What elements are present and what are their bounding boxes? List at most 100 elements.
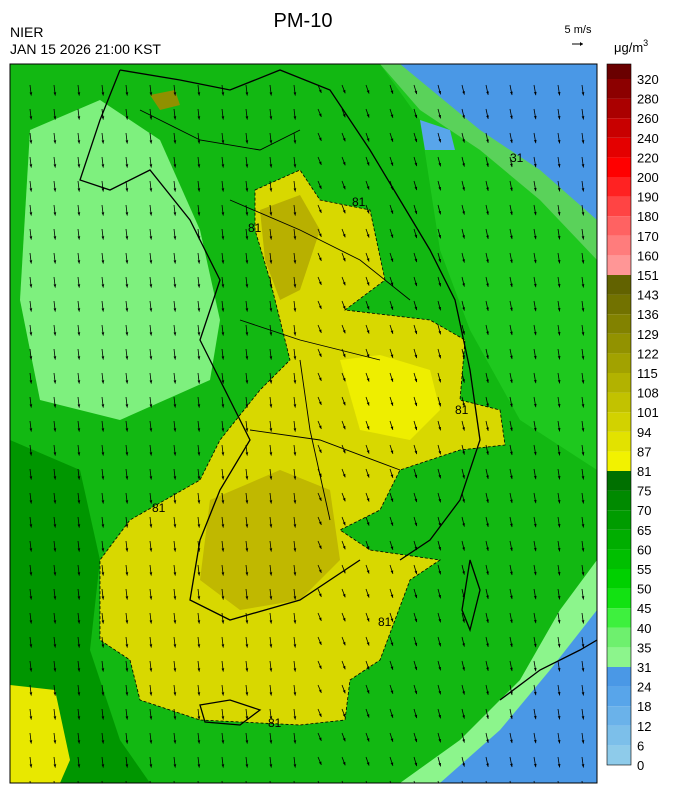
wind-arrowhead bbox=[269, 164, 273, 168]
wind-arrowhead bbox=[486, 475, 489, 479]
colorbar-label: 220 bbox=[637, 150, 659, 165]
wind-arrowhead bbox=[533, 331, 537, 336]
border-5 bbox=[139, 109, 301, 151]
wind-arrowhead bbox=[581, 548, 585, 552]
wind-arrowhead bbox=[197, 188, 201, 192]
wind-arrowhead bbox=[77, 260, 81, 264]
wind-arrowhead bbox=[293, 332, 297, 336]
wind-arrowhead bbox=[245, 548, 249, 552]
wind-arrowhead bbox=[173, 572, 177, 576]
wind-arrowhead bbox=[77, 116, 81, 120]
wind-arrowhead bbox=[245, 236, 249, 240]
wind-arrowhead bbox=[197, 284, 201, 288]
wind-arrowhead bbox=[173, 548, 177, 552]
wind-arrowhead bbox=[390, 594, 394, 598]
provinces bbox=[139, 109, 411, 521]
wind-arrowhead bbox=[486, 355, 489, 359]
wind-arrow bbox=[317, 780, 320, 783]
contour-label: 31 bbox=[510, 151, 524, 165]
wind-arrowhead bbox=[221, 308, 225, 312]
wind-arrowhead bbox=[510, 739, 513, 744]
title: PM-10 bbox=[274, 10, 333, 32]
wind-arrowhead bbox=[293, 164, 297, 168]
wind-arrowhead bbox=[77, 740, 81, 744]
wind-arrowhead bbox=[462, 91, 465, 95]
colorbar-label: 24 bbox=[637, 680, 651, 695]
wind-arrowhead bbox=[173, 476, 177, 480]
wind-arrowhead bbox=[293, 476, 297, 480]
colorbar-label: 31 bbox=[637, 660, 651, 675]
wind-arrowhead bbox=[581, 620, 585, 624]
wind-arrowhead bbox=[533, 499, 537, 504]
wind-arrowhead bbox=[221, 92, 225, 96]
wind-arrowhead bbox=[390, 714, 394, 718]
wind-arrowhead bbox=[53, 332, 57, 336]
wind-arrowhead bbox=[390, 498, 394, 502]
wind-arrowhead bbox=[173, 764, 177, 768]
wind-arrowhead bbox=[318, 569, 322, 574]
wind-arrowhead bbox=[173, 380, 177, 384]
wind-arrowhead bbox=[318, 737, 322, 742]
wind-arrowhead bbox=[269, 476, 273, 480]
wind-arrowhead bbox=[438, 522, 442, 527]
wind-arrowhead bbox=[581, 404, 585, 408]
wind-arrowhead bbox=[366, 594, 370, 598]
wind-arrowhead bbox=[245, 188, 249, 192]
wind-arrowhead bbox=[101, 596, 105, 600]
wind-arrowhead bbox=[318, 257, 322, 262]
wind-arrowhead bbox=[245, 428, 249, 432]
wind-arrowhead bbox=[221, 692, 225, 696]
agency: NIER bbox=[10, 24, 43, 40]
wind-arrowhead bbox=[245, 476, 249, 480]
wind-arrowhead bbox=[390, 234, 394, 238]
wind-arrowhead bbox=[293, 524, 297, 528]
wind-arrowhead bbox=[77, 284, 81, 288]
wind-arrowhead bbox=[318, 713, 322, 718]
wind-arrowhead bbox=[318, 497, 322, 502]
wind-arrowhead bbox=[533, 547, 537, 552]
wind-arrowhead bbox=[438, 306, 442, 311]
wind-arrowhead bbox=[149, 524, 153, 528]
wind-arrowhead bbox=[293, 140, 297, 144]
colorbar-label: 320 bbox=[637, 72, 659, 87]
wind-arrowhead bbox=[149, 212, 153, 216]
wind-arrowhead bbox=[438, 450, 442, 455]
wind-arrowhead bbox=[390, 354, 394, 358]
wind-arrowhead bbox=[149, 548, 153, 552]
wind-arrowhead bbox=[510, 595, 513, 600]
wind-arrowhead bbox=[366, 378, 370, 382]
wind-arrowhead bbox=[101, 260, 105, 264]
unit: μg/m bbox=[614, 40, 643, 55]
wind-arrowhead bbox=[29, 212, 33, 216]
contour-label: 81 bbox=[152, 501, 166, 515]
wind-arrowhead bbox=[533, 523, 537, 528]
wind-arrowhead bbox=[462, 787, 465, 790]
wind-arrowhead bbox=[581, 116, 585, 120]
wind-arrowhead bbox=[390, 258, 394, 262]
colorbar-label: 60 bbox=[637, 542, 651, 557]
wind-arrowhead bbox=[342, 257, 346, 262]
colorbar-band bbox=[607, 745, 631, 765]
field-yellow-sw bbox=[10, 685, 70, 783]
wind-arrowhead bbox=[366, 138, 370, 142]
jeju bbox=[199, 699, 262, 726]
wind-arrowhead bbox=[390, 738, 394, 742]
wind-arrowhead bbox=[221, 428, 225, 432]
wind-arrowhead bbox=[29, 284, 33, 288]
wind-arrowhead bbox=[366, 714, 370, 718]
wind-arrowhead bbox=[415, 787, 418, 790]
wind-arrowhead bbox=[173, 356, 177, 360]
wind-arrowhead bbox=[269, 260, 273, 264]
colorbar-label: 81 bbox=[637, 464, 651, 479]
wind-arrowhead bbox=[486, 403, 489, 407]
wind-arrowhead bbox=[197, 428, 201, 432]
wind-arrowhead bbox=[245, 332, 249, 336]
colorbar-band bbox=[607, 471, 631, 491]
wind-arrowhead bbox=[221, 212, 225, 216]
wind-arrowhead bbox=[270, 788, 273, 791]
wind-arrowhead bbox=[197, 572, 201, 576]
wind-arrowhead bbox=[510, 379, 513, 384]
wind-arrowhead bbox=[77, 548, 81, 552]
colorbar-label: 115 bbox=[637, 366, 658, 381]
wind-arrowhead bbox=[342, 113, 346, 118]
